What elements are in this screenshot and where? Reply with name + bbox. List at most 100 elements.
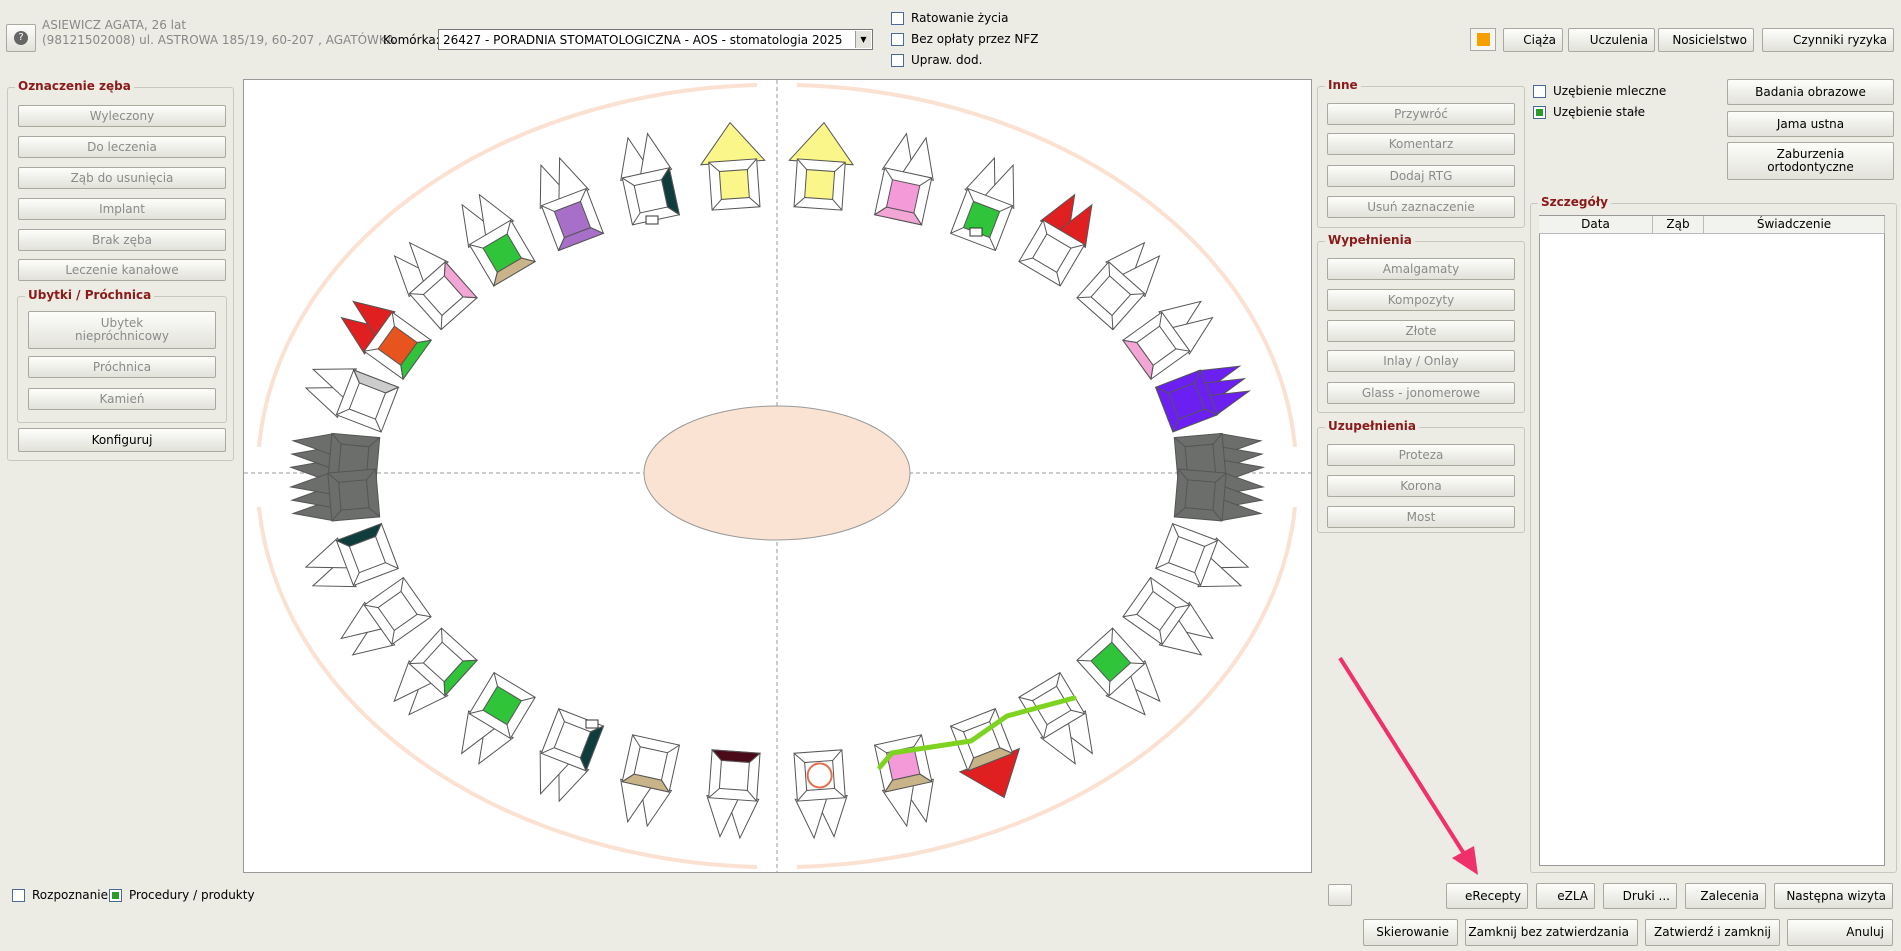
tooth-bevel <box>368 507 381 518</box>
footer-button[interactable]: Zalecenia <box>1685 883 1766 909</box>
other-button[interactable]: Komentarz <box>1327 133 1515 155</box>
tooth-bevel <box>834 788 846 799</box>
tooth-center <box>338 479 370 511</box>
tooth-bevel <box>506 724 511 739</box>
tooth-bevel <box>1130 293 1145 296</box>
restoration-button[interactable]: Korona <box>1327 475 1515 497</box>
collapse-button[interactable] <box>1328 884 1352 906</box>
footer-button[interactable]: eRecepty <box>1446 883 1528 909</box>
marking-button[interactable]: Ząb do usunięcia <box>18 167 226 189</box>
tooth-bevel <box>1122 613 1137 618</box>
defect-button[interactable]: Próchnica <box>28 356 216 378</box>
footer-button[interactable]: eZLA <box>1536 883 1595 909</box>
tooth <box>699 121 766 211</box>
tooth-bevel <box>541 205 555 212</box>
tooth-bevel <box>1215 472 1227 483</box>
tooth-bevel <box>1043 724 1048 739</box>
checkbox[interactable] <box>891 12 904 25</box>
tooth-bevel <box>793 197 806 208</box>
tooth-bevel <box>1204 540 1218 547</box>
tooth-bevel <box>331 433 342 445</box>
tooth-bevel <box>493 272 498 287</box>
other-button[interactable]: Dodaj RTG <box>1327 165 1515 187</box>
tooth-bevel <box>1155 386 1169 394</box>
footer-button[interactable]: Druki ... <box>1603 883 1677 909</box>
tooth <box>304 522 399 588</box>
tooth-bevel <box>1177 468 1188 481</box>
tooth-center <box>553 720 592 759</box>
tooth-chart[interactable] <box>243 79 1312 873</box>
tooth-bevel <box>327 472 339 483</box>
filling-button[interactable]: Złote <box>1327 320 1515 342</box>
tooth-bevel <box>748 197 761 208</box>
tooth-bevel <box>919 177 932 187</box>
header-button[interactable]: Czynniki ryzyka <box>1762 28 1894 52</box>
header-button[interactable]: Nosicielstwo <box>1658 28 1754 52</box>
checkbox[interactable] <box>109 889 122 902</box>
tooth-bevel <box>746 790 757 802</box>
checkbox[interactable] <box>891 33 904 46</box>
color-button[interactable] <box>1470 28 1496 51</box>
footer-button[interactable]: Zatwierdź i zamknij <box>1645 919 1780 946</box>
footer-button[interactable]: Anuluj <box>1787 919 1893 946</box>
tooth-bevel <box>796 158 808 170</box>
defect-button[interactable]: Ubytek niepróchnicowy <box>28 311 216 349</box>
tooth-bevel <box>1018 257 1033 263</box>
tooth-bevel <box>521 696 536 702</box>
cell-label: Komórka: <box>383 33 440 47</box>
side-button[interactable]: Zaburzenia ortodontyczne <box>1727 142 1894 180</box>
tooth-center <box>377 325 418 366</box>
marking-button[interactable]: Implant <box>18 198 226 220</box>
xray-icon <box>969 227 983 237</box>
defect-button[interactable]: Kamień <box>28 388 216 410</box>
header-button[interactable]: Ciąża <box>1503 28 1563 52</box>
marking-button[interactable]: Brak zęba <box>18 229 226 251</box>
footer-button[interactable]: Skierowanie <box>1363 919 1458 946</box>
marking-button[interactable]: Do leczenia <box>18 136 226 158</box>
restoration-button[interactable]: Most <box>1327 506 1515 528</box>
tooth-bevel <box>874 744 887 754</box>
checkbox[interactable] <box>12 889 25 902</box>
checkbox-label: Uzębienie mleczne <box>1553 84 1667 98</box>
marking-button[interactable]: Leczenie kanałowe <box>18 259 226 281</box>
footer-button[interactable]: Następna wizyta <box>1774 883 1893 909</box>
tooth <box>873 132 934 226</box>
filling-button[interactable]: Glass - jonomerowe <box>1327 382 1515 404</box>
header-button[interactable]: Uczulenia <box>1568 28 1655 52</box>
configure-button[interactable]: Konfiguruj <box>18 428 226 452</box>
filling-button[interactable]: Kompozyty <box>1327 289 1515 311</box>
other-button[interactable]: Przywróć <box>1327 103 1515 125</box>
checkbox[interactable] <box>1533 106 1546 119</box>
checkbox[interactable] <box>1533 85 1546 98</box>
bridge-line <box>877 695 1077 770</box>
marking-button[interactable]: Wyleczony <box>18 105 226 127</box>
filling-button[interactable]: Amalgamaty <box>1327 258 1515 280</box>
tooth <box>949 708 1021 799</box>
tooth <box>1155 522 1250 588</box>
tooth-bevel <box>469 244 484 249</box>
restoration-button[interactable]: Proteza <box>1327 444 1515 466</box>
tooth-bevel <box>1150 365 1154 380</box>
tooth-bevel <box>336 540 350 547</box>
tooth-bevel <box>440 628 443 643</box>
cell-select[interactable]: 26427 - PORADNIA STOMATOLOGICZNA - AOS -… <box>438 29 873 50</box>
tooth-bevel <box>797 790 808 802</box>
side-button[interactable]: Jama ustna <box>1727 111 1894 137</box>
tooth-bevel <box>749 752 761 763</box>
tooth-center <box>633 746 669 781</box>
tooth-bevel <box>1172 418 1180 433</box>
filling-button[interactable]: Inlay / Onlay <box>1327 350 1515 372</box>
footer-button[interactable]: Zamknij bez zatwierdzania <box>1465 919 1638 946</box>
tooth-bevel <box>1042 220 1048 235</box>
tooth-bevel <box>913 212 922 226</box>
help-button[interactable]: ? <box>6 24 36 52</box>
other-button[interactable]: Usuń zaznaczenie <box>1327 196 1515 218</box>
tooth-bevel <box>1111 315 1114 330</box>
tooth-bevel <box>400 365 404 380</box>
tooth-bevel <box>1111 628 1114 643</box>
checkbox[interactable] <box>891 54 904 67</box>
side-button[interactable]: Badania obrazowe <box>1727 79 1894 105</box>
tooth-bevel <box>1070 244 1085 249</box>
tooth-bevel <box>580 188 587 202</box>
